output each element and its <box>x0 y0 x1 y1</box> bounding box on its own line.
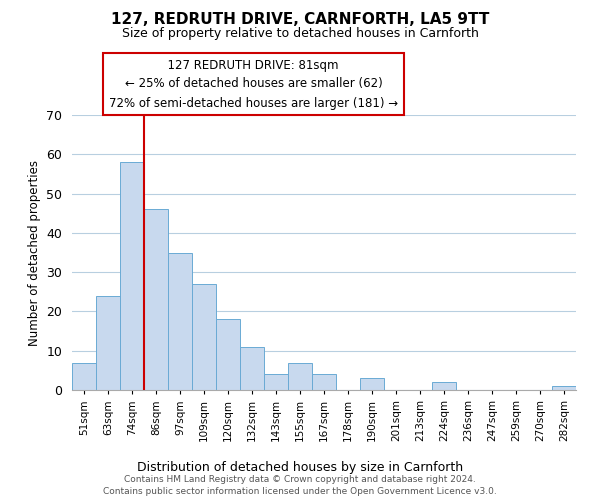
Bar <box>72 362 96 390</box>
Bar <box>168 252 192 390</box>
Bar <box>552 386 576 390</box>
Bar <box>120 162 144 390</box>
Text: Distribution of detached houses by size in Carnforth: Distribution of detached houses by size … <box>137 461 463 474</box>
Y-axis label: Number of detached properties: Number of detached properties <box>28 160 41 346</box>
Bar <box>144 210 168 390</box>
Text: Size of property relative to detached houses in Carnforth: Size of property relative to detached ho… <box>122 28 478 40</box>
Bar <box>432 382 456 390</box>
Text: Contains HM Land Registry data © Crown copyright and database right 2024.
Contai: Contains HM Land Registry data © Crown c… <box>103 474 497 496</box>
Bar <box>360 378 384 390</box>
Bar <box>96 296 120 390</box>
Text: 127, REDRUTH DRIVE, CARNFORTH, LA5 9TT: 127, REDRUTH DRIVE, CARNFORTH, LA5 9TT <box>111 12 489 28</box>
Bar <box>288 362 312 390</box>
Bar <box>264 374 288 390</box>
Bar <box>240 347 264 390</box>
Bar <box>216 320 240 390</box>
Bar <box>312 374 336 390</box>
Bar <box>192 284 216 390</box>
Text: 127 REDRUTH DRIVE: 81sqm  
← 25% of detached houses are smaller (62)
72% of semi: 127 REDRUTH DRIVE: 81sqm ← 25% of detach… <box>109 58 398 110</box>
